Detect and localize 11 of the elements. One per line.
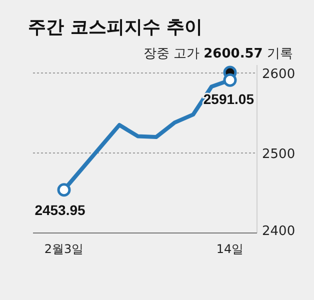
y-tick-label: 2500 (262, 147, 296, 162)
annotation: 장중 고가 2600.57 기록 (143, 46, 293, 62)
data-label: 2453.95 (34, 202, 86, 218)
chart-title: 주간 코스피지수 추이 (28, 17, 203, 38)
data-label: 2591.05 (203, 91, 254, 108)
y-tick-label: 2600 (262, 67, 296, 82)
x-tick-label: 14일 (216, 242, 244, 256)
point (57, 183, 71, 197)
point (223, 73, 237, 87)
y-tick-label: 2400 (262, 224, 296, 239)
x-tick-label: 2월3일 (44, 242, 84, 256)
